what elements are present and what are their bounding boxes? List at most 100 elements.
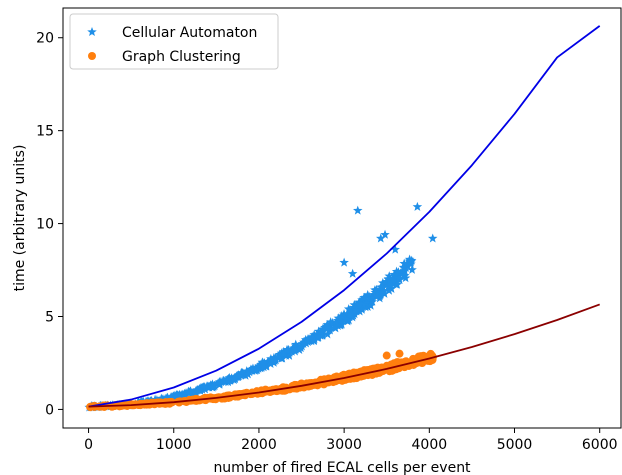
data-point bbox=[295, 341, 305, 351]
data-point bbox=[372, 291, 383, 301]
data-point bbox=[185, 386, 196, 396]
legend-marker-graph-clustering bbox=[88, 52, 96, 60]
data-point bbox=[325, 317, 336, 327]
data-point bbox=[359, 292, 369, 302]
x-tick-label: 6000 bbox=[582, 437, 618, 453]
data-point bbox=[386, 283, 397, 293]
data-point bbox=[274, 349, 285, 359]
data-point bbox=[259, 362, 269, 372]
x-axis-ticks: 0 1000 2000 3000 4000 5000 6000 bbox=[84, 428, 618, 453]
data-point-outlier bbox=[382, 351, 391, 360]
y-tick-label: 5 bbox=[45, 309, 54, 325]
data-point-outlier bbox=[412, 201, 423, 211]
data-point bbox=[345, 305, 355, 315]
legend-box bbox=[69, 13, 279, 70]
data-point bbox=[358, 300, 369, 310]
data-point bbox=[240, 370, 251, 380]
data-point bbox=[337, 311, 347, 321]
data-point bbox=[362, 289, 373, 299]
legend-label-cellular-automaton: Cellular Automaton bbox=[122, 25, 257, 41]
x-tick-label: 4000 bbox=[412, 437, 448, 453]
data-point bbox=[279, 383, 288, 392]
data-point bbox=[179, 389, 190, 399]
data-point bbox=[291, 344, 301, 354]
data-point bbox=[394, 273, 404, 283]
plot-area bbox=[63, 8, 621, 428]
data-point bbox=[274, 352, 284, 362]
data-point bbox=[266, 353, 276, 363]
data-point bbox=[406, 255, 417, 265]
data-point bbox=[398, 262, 409, 272]
data-point bbox=[351, 305, 361, 315]
data-point bbox=[337, 319, 347, 329]
data-point bbox=[365, 300, 376, 310]
data-point bbox=[390, 273, 400, 283]
data-point-outlier bbox=[376, 233, 386, 243]
x-tick-label: 5000 bbox=[497, 437, 533, 453]
data-point bbox=[399, 258, 409, 268]
data-point bbox=[194, 385, 204, 395]
data-point bbox=[340, 314, 351, 324]
data-point bbox=[378, 281, 388, 291]
data-point bbox=[361, 298, 371, 308]
data-point bbox=[374, 293, 385, 303]
data-point bbox=[367, 292, 378, 302]
data-point bbox=[383, 274, 394, 284]
data-point-outlier bbox=[353, 205, 363, 215]
data-point bbox=[284, 350, 295, 360]
data-point bbox=[322, 329, 333, 339]
data-point bbox=[223, 375, 233, 385]
data-point bbox=[219, 375, 229, 385]
data-point bbox=[333, 320, 343, 330]
data-point bbox=[233, 392, 242, 401]
data-point bbox=[291, 339, 301, 349]
data-point bbox=[384, 271, 395, 281]
data-point bbox=[322, 321, 332, 331]
x-tick-label: 0 bbox=[84, 437, 93, 453]
data-point bbox=[309, 336, 319, 346]
data-point bbox=[303, 336, 313, 346]
x-tick-label: 1000 bbox=[156, 437, 192, 453]
fit-lines bbox=[88, 25, 601, 408]
y-axis-ticks: 0 5 10 15 20 bbox=[36, 31, 63, 418]
data-point bbox=[169, 391, 179, 401]
data-point-outlier bbox=[427, 233, 438, 243]
data-point bbox=[351, 300, 362, 310]
data-point bbox=[350, 302, 360, 312]
plot-frame bbox=[62, 7, 622, 429]
y-tick-label: 20 bbox=[36, 31, 54, 47]
data-point bbox=[282, 345, 292, 355]
legend-label-graph-clustering: Graph Clustering bbox=[122, 49, 241, 65]
data-point bbox=[287, 346, 297, 356]
data-point bbox=[331, 317, 341, 327]
y-tick-label: 10 bbox=[36, 217, 54, 233]
data-point bbox=[234, 371, 244, 381]
data-point bbox=[330, 322, 340, 332]
fit-line-2 bbox=[88, 25, 601, 408]
circle-marker-icon bbox=[88, 52, 96, 60]
data-point bbox=[207, 382, 218, 392]
data-point bbox=[209, 380, 220, 390]
data-point bbox=[258, 358, 268, 368]
data-point bbox=[243, 369, 253, 379]
data-point bbox=[346, 309, 357, 319]
data-point bbox=[387, 275, 398, 285]
data-point bbox=[385, 280, 396, 290]
data-point bbox=[385, 276, 395, 286]
star-marker-icon bbox=[87, 27, 97, 37]
y-tick-label: 15 bbox=[36, 124, 54, 140]
data-point bbox=[247, 365, 257, 375]
y-axis-label: time (arbitrary units) bbox=[12, 145, 28, 292]
legend: Cellular Automaton Graph Clustering bbox=[69, 13, 279, 70]
data-point bbox=[313, 331, 324, 341]
data-point bbox=[337, 315, 347, 325]
data-point bbox=[265, 358, 276, 368]
data-point-outlier bbox=[380, 229, 390, 239]
data-point bbox=[384, 285, 394, 295]
data-point-outlier bbox=[347, 268, 358, 278]
data-point bbox=[229, 374, 239, 384]
data-point bbox=[406, 259, 416, 269]
data-point bbox=[407, 264, 417, 274]
data-point bbox=[370, 287, 381, 297]
data-point bbox=[379, 286, 389, 296]
